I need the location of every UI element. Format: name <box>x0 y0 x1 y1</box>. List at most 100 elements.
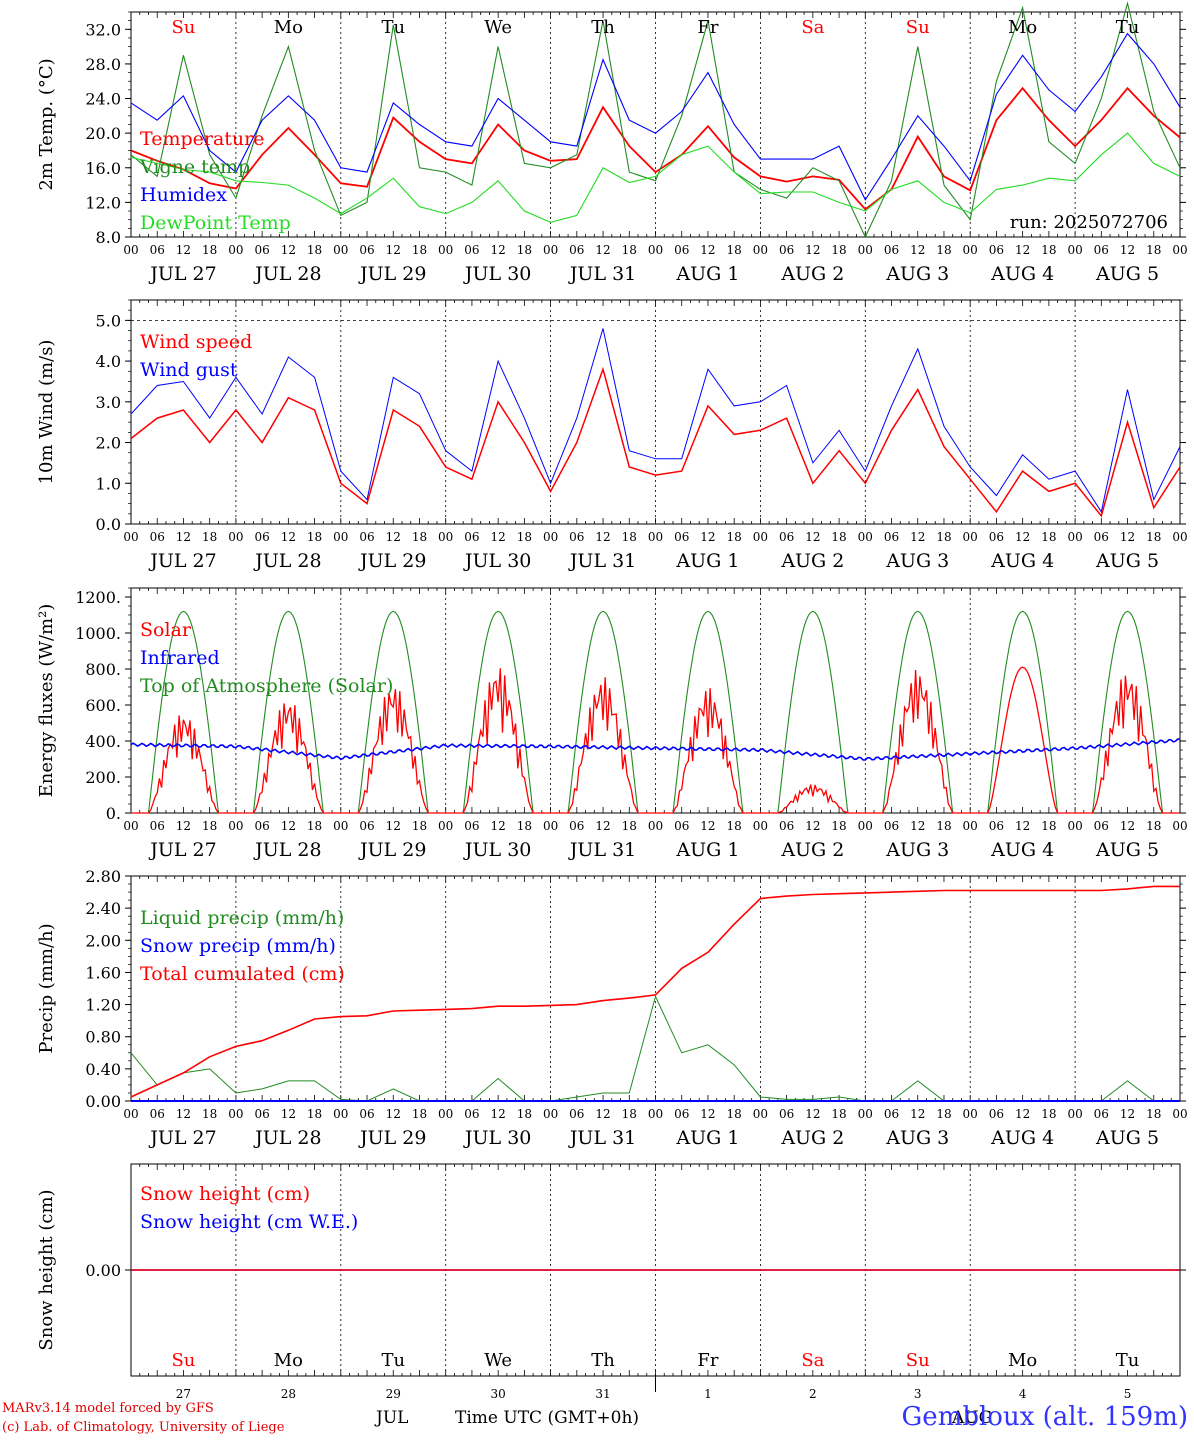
day-label: JUL 31 <box>568 1127 636 1149</box>
hour-tick-label: 00 <box>648 819 663 833</box>
y-tick-label: 0.00 <box>85 1261 121 1280</box>
y-tick-label: 24.0 <box>85 90 121 109</box>
hour-tick-label: 00 <box>543 243 558 257</box>
hour-tick-label: 00 <box>858 819 873 833</box>
hour-tick-label: 00 <box>333 819 348 833</box>
day-label: AUG 3 <box>885 839 949 861</box>
y-tick-label: 16.0 <box>85 159 121 178</box>
hour-tick-label: 18 <box>412 1107 427 1121</box>
hour-tick-label: 00 <box>438 1107 453 1121</box>
y-tick-label: 800. <box>85 660 121 679</box>
hour-tick-label: 12 <box>281 530 296 544</box>
hour-tick-label: 00 <box>648 243 663 257</box>
hour-tick-label: 00 <box>228 530 243 544</box>
hour-tick-label: 12 <box>386 819 401 833</box>
weekday-label: Su <box>171 17 195 38</box>
y-tick-label: 2.00 <box>85 931 121 950</box>
hour-tick-label: 06 <box>150 530 165 544</box>
y-tick-label: 0.00 <box>85 1092 121 1111</box>
hour-tick-label: 00 <box>228 1107 243 1121</box>
hour-tick-label: 00 <box>333 1107 348 1121</box>
hour-tick-label: 00 <box>123 1107 138 1121</box>
hour-tick-label: 12 <box>1015 1107 1030 1121</box>
weekday-label: Tu <box>1116 17 1140 38</box>
hour-tick-label: 00 <box>753 530 768 544</box>
hour-tick-label: 00 <box>543 1107 558 1121</box>
hour-tick-label: 06 <box>989 819 1004 833</box>
legend-entry: Humidex <box>140 184 227 206</box>
y-tick-label: 1000. <box>75 624 121 643</box>
hour-tick-label: 12 <box>805 530 820 544</box>
day-label: AUG 2 <box>780 1127 844 1149</box>
y-tick-label: 1200. <box>75 588 121 607</box>
day-label: AUG 3 <box>885 1127 949 1149</box>
hour-tick-label: 00 <box>1067 819 1082 833</box>
hour-tick-label: 18 <box>412 243 427 257</box>
y-tick-label: 600. <box>85 696 121 715</box>
hour-tick-label: 06 <box>674 243 689 257</box>
series-infrared <box>130 738 1181 761</box>
hour-tick-label: 12 <box>281 243 296 257</box>
hour-tick-label: 06 <box>569 243 584 257</box>
weekday-label: Th <box>591 17 615 38</box>
hour-tick-label: 12 <box>386 530 401 544</box>
y-tick-label: 0.0 <box>96 515 121 534</box>
hour-tick-label: 00 <box>1172 243 1187 257</box>
hour-tick-label: 12 <box>176 1107 191 1121</box>
hour-tick-label: 06 <box>464 819 479 833</box>
weekday-label: Th <box>591 1350 615 1371</box>
legend-entry: Snow height (cm W.E.) <box>140 1211 358 1233</box>
day-label: JUL 31 <box>568 550 636 572</box>
hour-tick-label: 18 <box>831 243 846 257</box>
day-number-label: 1 <box>704 1387 712 1401</box>
hour-tick-label: 00 <box>543 530 558 544</box>
weekday-label: We <box>484 1350 512 1371</box>
hour-tick-label: 18 <box>936 819 951 833</box>
hour-tick-label: 12 <box>281 819 296 833</box>
hour-tick-label: 06 <box>779 243 794 257</box>
hour-tick-label: 12 <box>176 819 191 833</box>
month-label-jul: JUL <box>376 1408 409 1428</box>
hour-tick-label: 12 <box>386 243 401 257</box>
y-tick-label: 1.20 <box>85 996 121 1015</box>
day-label: JUL 28 <box>253 263 321 285</box>
hour-tick-label: 00 <box>858 530 873 544</box>
y-axis-label: Snow height (cm) <box>36 1189 57 1350</box>
hour-tick-label: 06 <box>1094 819 1109 833</box>
hour-tick-label: 12 <box>1120 819 1135 833</box>
day-label: AUG 2 <box>780 550 844 572</box>
hour-tick-label: 18 <box>202 530 217 544</box>
hour-tick-label: 12 <box>1015 819 1030 833</box>
legend-entry: Vigne temp <box>139 156 250 178</box>
y-tick-label: 20.0 <box>85 124 121 143</box>
y-tick-label: 1.0 <box>96 474 121 493</box>
hour-tick-label: 18 <box>1041 530 1056 544</box>
day-label: AUG 4 <box>990 1127 1054 1149</box>
hour-tick-label: 00 <box>753 243 768 257</box>
hour-tick-label: 00 <box>858 1107 873 1121</box>
y-axis-label: Energy fluxes (W/m²) <box>36 604 57 798</box>
hour-tick-label: 00 <box>963 530 978 544</box>
hour-tick-label: 06 <box>884 243 899 257</box>
hour-tick-label: 12 <box>700 530 715 544</box>
hour-tick-label: 18 <box>831 1107 846 1121</box>
day-number-label: 2 <box>809 1387 817 1401</box>
hour-tick-label: 06 <box>779 1107 794 1121</box>
hour-tick-label: 18 <box>517 243 532 257</box>
y-axis-label: Precip (mm/h) <box>36 923 57 1053</box>
hour-tick-label: 06 <box>884 819 899 833</box>
x-axis-label: Time UTC (GMT+0h) <box>455 1408 640 1428</box>
hour-tick-label: 00 <box>123 819 138 833</box>
day-label: AUG 4 <box>990 263 1054 285</box>
weekday-label: Sa <box>801 1350 824 1371</box>
hour-tick-label: 06 <box>150 819 165 833</box>
hour-tick-label: 06 <box>989 1107 1004 1121</box>
y-tick-label: 0. <box>106 804 121 823</box>
day-number-label: 3 <box>914 1387 922 1401</box>
legend-entry: Wind speed <box>140 331 252 353</box>
hour-tick-label: 18 <box>727 243 742 257</box>
hour-tick-label: 12 <box>491 530 506 544</box>
legend-entry: Temperature <box>140 128 264 150</box>
day-label: JUL 29 <box>358 1127 426 1149</box>
